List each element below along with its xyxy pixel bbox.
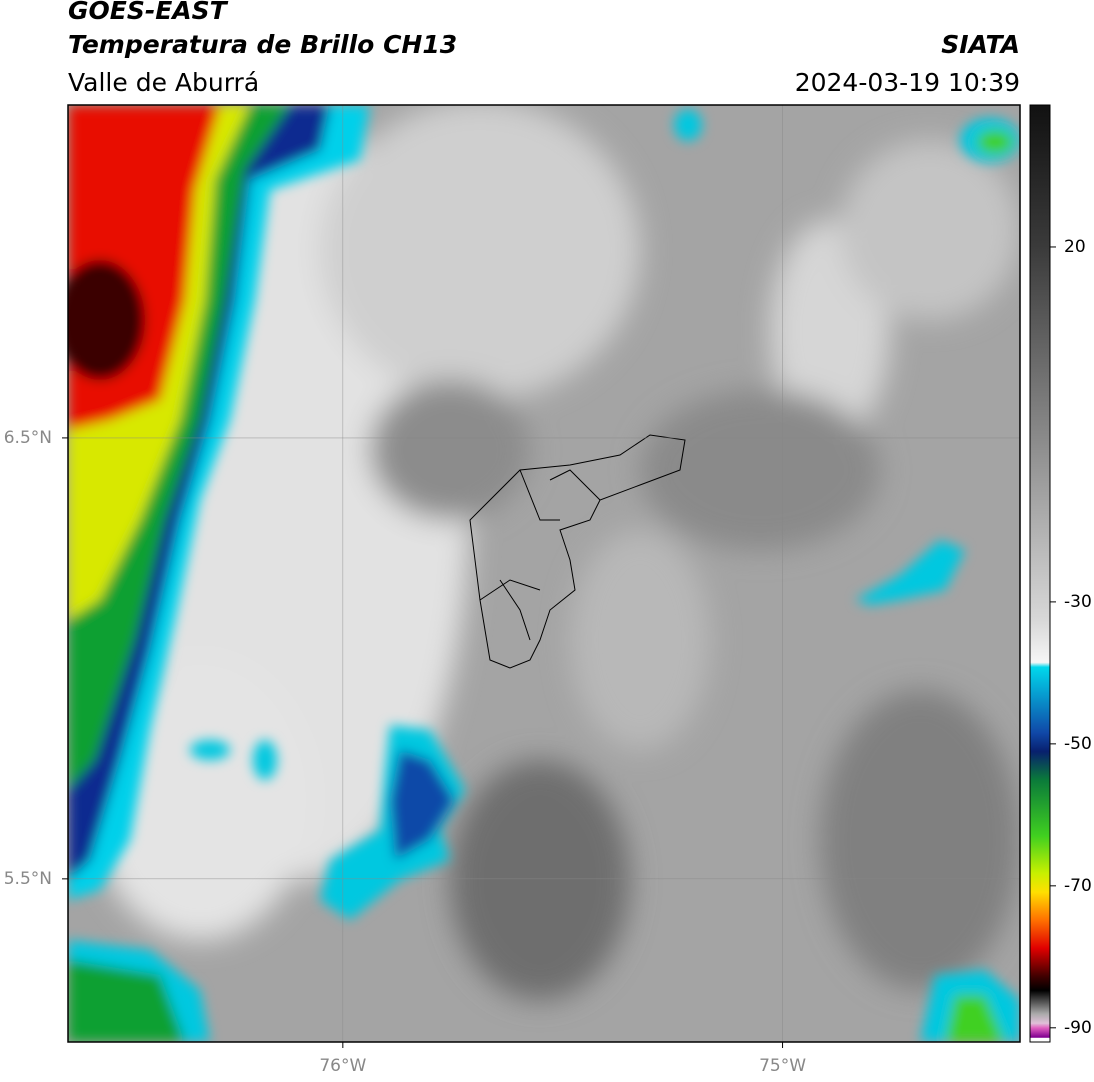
timestamp: 2024-03-19 10:39 bbox=[795, 68, 1020, 97]
colorbar-tick-label: -30 bbox=[1064, 592, 1092, 612]
subtitle: Temperatura de Brillo CH13 bbox=[68, 30, 457, 59]
satellite-image bbox=[68, 105, 1020, 1042]
plot-frame bbox=[67, 104, 1021, 1043]
colorbar-tick-label: -90 bbox=[1064, 1018, 1092, 1038]
colorbar-tick-label: -70 bbox=[1064, 876, 1092, 896]
title: GOES-EAST bbox=[68, 0, 229, 25]
colorbar-tick-label: -50 bbox=[1064, 734, 1092, 754]
colorbar-tick-label: 20 bbox=[1064, 237, 1086, 257]
y-tick-label: 5.5°N bbox=[4, 869, 52, 889]
y-tick-label: 6.5°N bbox=[4, 428, 52, 448]
region: Valle de Aburrá bbox=[68, 68, 259, 97]
colorbar bbox=[1029, 104, 1051, 1043]
source: SIATA bbox=[941, 30, 1020, 59]
x-tick-label: 75°W bbox=[759, 1056, 806, 1076]
x-tick-label: 76°W bbox=[319, 1056, 366, 1076]
